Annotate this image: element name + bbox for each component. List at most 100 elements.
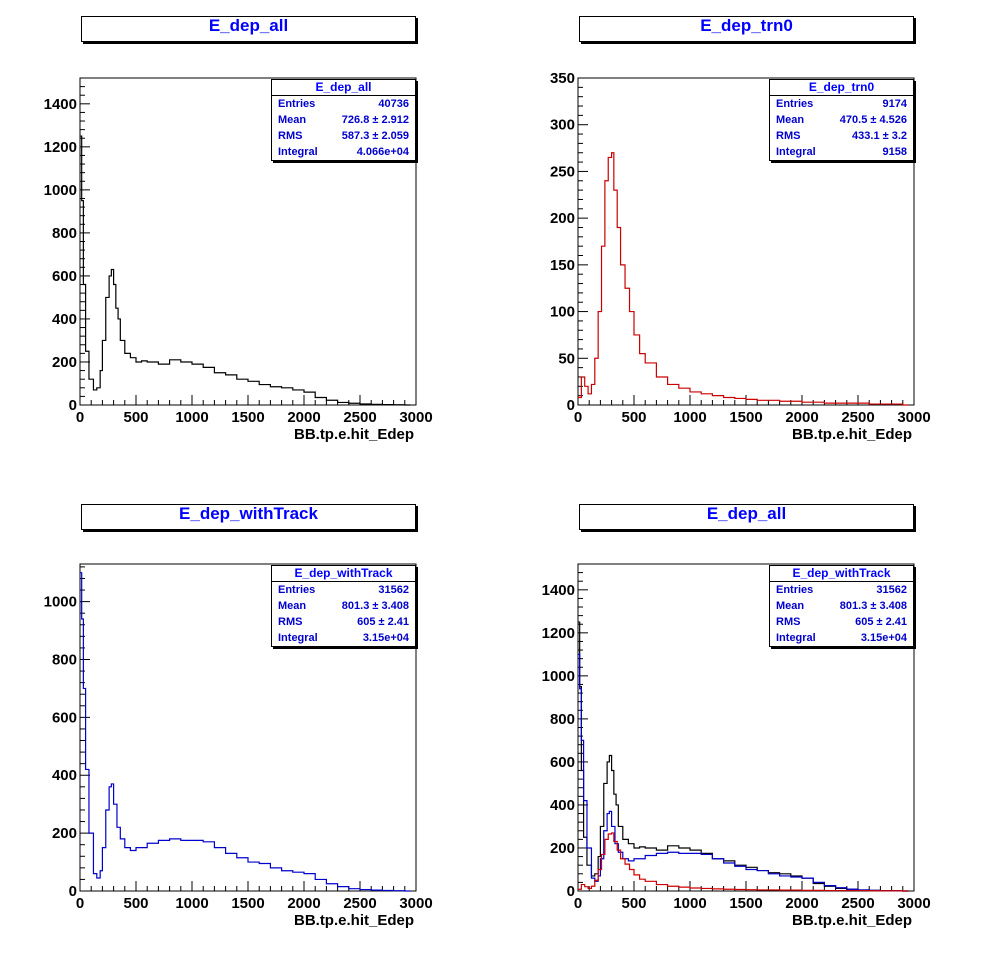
stats-name: E_dep_trn0 — [770, 80, 913, 96]
pad-e-dep-trn0: E_dep_trn0 0 500 1000 1500 2000 2500 3000 0 50 10… — [498, 0, 996, 486]
histogram-series-line — [578, 653, 909, 892]
x-tick-label: 1000 — [175, 409, 208, 426]
stats-integral-value: 3.15e+04 — [860, 632, 907, 644]
y-tick-label: 800 — [52, 225, 77, 242]
stats-rms-label: RMS — [776, 130, 801, 142]
stats-entries-label: Entries — [776, 584, 814, 596]
histogram-plot: 0 500 1000 1500 2000 2500 3000 0 200 400 600 800 100… — [542, 563, 931, 929]
stats-box: E_dep_all Entries 40736 Mean 726.8 ± 2.912… — [271, 79, 416, 161]
x-tick-label: 2000 — [785, 895, 818, 912]
x-tick-label: 3000 — [399, 409, 432, 426]
histogram-title: E_dep_all — [579, 504, 914, 530]
x-tick-label: 500 — [621, 895, 646, 912]
stats-name: E_dep_withTrack — [272, 566, 415, 582]
y-tick-label: 100 — [550, 304, 575, 321]
stats-box: E_dep_withTrack Entries 31562 Mean 801.3 ±… — [769, 565, 914, 647]
x-tick-label: 1500 — [729, 409, 762, 426]
stats-name: E_dep_withTrack — [770, 566, 913, 582]
stats-entries-label: Entries — [278, 98, 316, 110]
x-tick-label: 1000 — [175, 895, 208, 912]
x-tick-label: 0 — [76, 409, 84, 426]
stats-integral-label: Integral — [776, 146, 816, 158]
stats-entries-label: Entries — [278, 584, 316, 596]
x-tick-label: 0 — [574, 895, 582, 912]
histogram-plot: 0 500 1000 1500 2000 2500 3000 0 200 400 600 800 100… — [44, 77, 433, 443]
stats-entries-value: 9174 — [882, 98, 907, 110]
y-tick-label: 200 — [52, 825, 77, 842]
x-tick-label: 0 — [574, 409, 582, 426]
x-axis-title: BB.tp.e.hit_Edep — [294, 912, 414, 929]
y-tick-label: 250 — [550, 163, 575, 180]
y-tick-label: 1400 — [542, 582, 575, 599]
histogram-plot: 0 500 1000 1500 2000 2500 3000 0 200 400 600 800 100… — [44, 563, 433, 929]
stats-name: E_dep_all — [272, 80, 415, 96]
y-tick-label: 800 — [550, 711, 575, 728]
x-tick-label: 2500 — [841, 895, 874, 912]
y-tick-label: 600 — [52, 268, 77, 285]
stats-rms-value: 605 ± 2.41 — [855, 616, 907, 628]
y-tick-label: 1200 — [542, 625, 575, 642]
stats-rms-value: 587.3 ± 2.059 — [341, 130, 409, 142]
x-tick-label: 1500 — [729, 895, 762, 912]
x-axis-title: BB.tp.e.hit_Edep — [294, 426, 414, 443]
stats-integral-label: Integral — [278, 146, 318, 158]
x-tick-label: 2500 — [343, 895, 376, 912]
stats-integral-value: 3.15e+04 — [362, 632, 409, 644]
stats-entries-value: 31562 — [876, 584, 907, 596]
stats-mean-value: 801.3 ± 3.408 — [839, 600, 907, 612]
y-tick-label: 400 — [550, 797, 575, 814]
stats-entries-value: 31562 — [378, 584, 409, 596]
histogram-title: E_dep_trn0 — [579, 16, 914, 42]
stats-mean-label: Mean — [776, 600, 805, 612]
stats-box: E_dep_withTrack Entries 31562 Mean 801.3 ±… — [271, 565, 416, 647]
stats-mean-value: 470.5 ± 4.526 — [839, 114, 907, 126]
pad-e-dep-all-overlay: E_dep_all 0 500 1000 1500 2000 2500 3000 0 200 40… — [498, 486, 996, 972]
y-tick-label: 1000 — [542, 668, 575, 685]
histogram-series-line — [578, 621, 909, 892]
x-tick-label: 1500 — [231, 409, 264, 426]
stats-integral-value: 9158 — [882, 146, 907, 158]
stats-rms-value: 433.1 ± 3.2 — [852, 130, 907, 142]
histogram-title: E_dep_withTrack — [81, 504, 416, 530]
pad-e-dep-all: E_dep_all 0 500 1000 1500 2000 2500 3000 0 200 40… — [0, 0, 498, 486]
y-tick-label: 1200 — [44, 139, 77, 156]
y-tick-label: 600 — [52, 709, 77, 726]
stats-rms-label: RMS — [278, 616, 303, 628]
y-tick-label: 200 — [52, 354, 77, 371]
x-tick-label: 2500 — [841, 409, 874, 426]
histogram-plot: 0 500 1000 1500 2000 2500 3000 0 50 100 150 200 250 3… — [550, 70, 931, 443]
stats-rms-value: 605 ± 2.41 — [357, 616, 409, 628]
stats-box: E_dep_trn0 Entries 9174 Mean 470.5 ± 4.526… — [769, 79, 914, 161]
y-tick-label: 1000 — [44, 594, 77, 611]
stats-mean-value: 801.3 ± 3.408 — [341, 600, 409, 612]
x-tick-label: 2000 — [785, 409, 818, 426]
y-tick-label: 0 — [69, 397, 77, 414]
x-tick-label: 1000 — [673, 409, 706, 426]
y-tick-label: 50 — [558, 350, 575, 367]
y-tick-label: 350 — [550, 70, 575, 87]
x-tick-label: 3000 — [897, 895, 930, 912]
x-tick-label: 500 — [621, 409, 646, 426]
histogram-series-line — [578, 832, 909, 892]
x-axis-title: BB.tp.e.hit_Edep — [792, 912, 912, 929]
y-tick-label: 800 — [52, 651, 77, 668]
y-tick-label: 150 — [550, 257, 575, 274]
histogram-series-line — [578, 152, 909, 406]
x-axis-title: BB.tp.e.hit_Edep — [792, 426, 912, 443]
y-tick-label: 1400 — [44, 96, 77, 113]
y-tick-label: 600 — [550, 754, 575, 771]
x-tick-label: 2000 — [287, 409, 320, 426]
stats-mean-label: Mean — [278, 114, 307, 126]
x-tick-label: 0 — [76, 895, 84, 912]
x-tick-label: 3000 — [399, 895, 432, 912]
stats-integral-label: Integral — [278, 632, 318, 644]
stats-mean-value: 726.8 ± 2.912 — [341, 114, 409, 126]
y-tick-label: 400 — [52, 767, 77, 784]
x-tick-label: 1000 — [673, 895, 706, 912]
stats-mean-label: Mean — [776, 114, 805, 126]
y-tick-label: 0 — [69, 883, 77, 900]
x-tick-label: 1500 — [231, 895, 264, 912]
y-tick-label: 200 — [550, 210, 575, 227]
x-tick-label: 2000 — [287, 895, 320, 912]
stats-integral-label: Integral — [776, 632, 816, 644]
